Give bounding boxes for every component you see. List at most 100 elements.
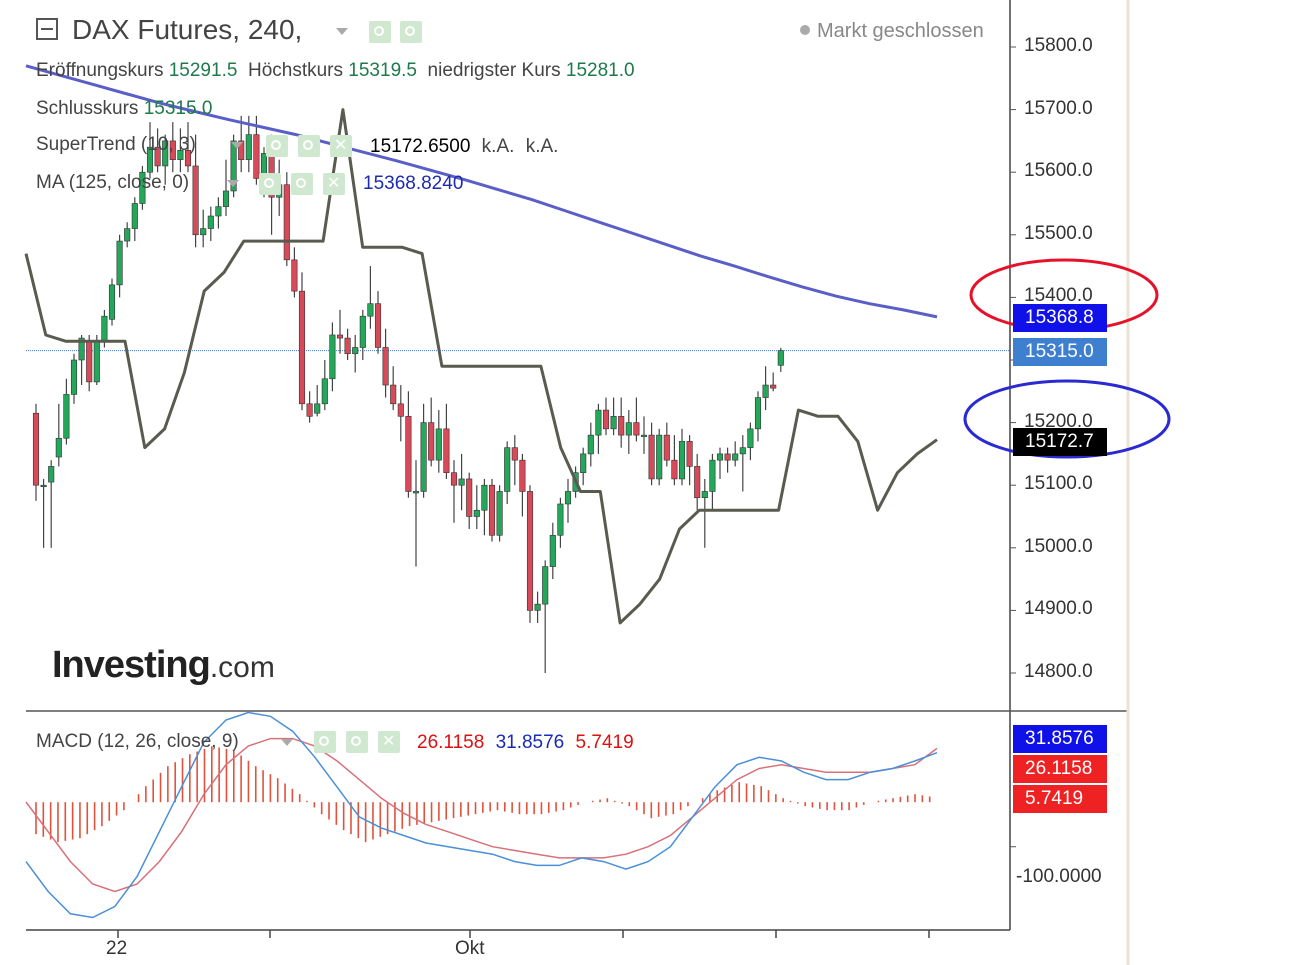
candle-body [580, 453, 587, 473]
collapse-toggle-icon[interactable] [36, 18, 58, 40]
ma-visibility-icon[interactable] [259, 173, 281, 195]
candle-body [656, 434, 663, 480]
supertrend-remove-icon[interactable] [330, 135, 352, 157]
supertrend-label: SuperTrend (10, 3) [36, 134, 196, 155]
candle-body [526, 491, 534, 611]
macd-legend[interactable]: MACD (12, 26, close, 9) [36, 731, 239, 753]
candle-body [504, 447, 511, 492]
candle-body [177, 149, 184, 160]
candle-body [663, 434, 670, 461]
candle-body [671, 459, 678, 480]
candle-body [238, 140, 245, 160]
ma-price-tag: 15368.8 [1013, 304, 1107, 332]
candle-body [78, 337, 85, 361]
candle-body [352, 347, 359, 355]
macd-signal-value: 31.8576 [495, 732, 565, 753]
ma-remove-icon[interactable] [323, 173, 345, 195]
signal-line [25, 737, 938, 893]
candle-body [336, 334, 344, 339]
candle-body [534, 603, 541, 611]
macd-line-tag: 26.1158 [1013, 755, 1107, 783]
candle-body [610, 416, 617, 430]
open-label: Eröffnungskurs [36, 60, 164, 81]
highlight-circle-blue [963, 379, 1171, 459]
market-status: Markt geschlossen [800, 20, 984, 43]
candle-body [367, 303, 374, 317]
candle-body [488, 484, 496, 536]
candle-body [314, 403, 321, 414]
candle-body [169, 140, 176, 160]
candle-body [283, 184, 290, 261]
high-value: 15319.5 [348, 60, 417, 81]
candle-body [306, 403, 313, 417]
candle-body [192, 165, 199, 236]
macd-line [25, 711, 938, 919]
price-axis-label: 15100.0 [1024, 473, 1093, 495]
low-value: 15281.0 [565, 60, 635, 81]
candle-body [321, 378, 328, 405]
macd-dropdown-icon[interactable] [281, 739, 293, 746]
price-axis-label: 15000.0 [1024, 535, 1093, 557]
ma-dropdown-icon[interactable] [227, 180, 239, 187]
candle-body [625, 422, 632, 436]
candle-body [397, 403, 404, 417]
macd-settings-icon[interactable] [346, 731, 368, 753]
title-dropdown-icon[interactable] [336, 28, 348, 35]
ma-label: MA (125, close, 0) [36, 172, 190, 193]
candle-body [435, 428, 442, 461]
macd-values: 26.1158 31.8576 5.7419 [417, 732, 634, 754]
supertrend-extra-1: k.A. [481, 136, 515, 157]
candle-body [40, 484, 47, 488]
macd-visibility-icon[interactable] [314, 731, 336, 753]
ma-value: 15368.8240 [363, 173, 464, 194]
supertrend-value: 15172.6500 [370, 136, 471, 157]
title-visibility-icon[interactable] [369, 21, 391, 43]
macd-remove-icon[interactable] [378, 731, 400, 753]
candle-body [93, 340, 100, 383]
candle-body [32, 412, 40, 486]
candle-body [253, 134, 260, 179]
supertrend-legend[interactable]: SuperTrend (10, 3) [36, 134, 196, 156]
candle-body [762, 384, 769, 398]
supertrend-line [24, 108, 938, 625]
ma-legend[interactable]: MA (125, close, 0) [36, 172, 189, 194]
candle-body [443, 428, 450, 473]
price-axis-label: 15800.0 [1024, 35, 1093, 56]
close-label: Schlusskurs [36, 98, 139, 119]
candle-body [549, 534, 556, 567]
market-status-label: Markt geschlossen [817, 20, 984, 42]
macd-label: MACD (12, 26, close, 9) [36, 731, 239, 752]
macd-pane [25, 711, 1016, 919]
price-axis-label: 14900.0 [1024, 598, 1093, 620]
candle-body [770, 384, 777, 389]
candle-body [747, 428, 754, 448]
ohlc-legend: Eröffnungskurs 15291.5 Höchstkurs 15319.… [36, 60, 635, 82]
open-value: 15291.5 [168, 60, 238, 81]
candle-body [222, 190, 230, 207]
candle-body [420, 422, 427, 492]
price-axis-label: 15400.0 [1024, 285, 1093, 307]
x-tick-label-22: 22 [106, 938, 128, 959]
title-settings-icon[interactable] [400, 21, 422, 43]
price-axis-label: 15600.0 [1024, 160, 1093, 182]
supertrend-settings-icon[interactable] [298, 135, 320, 157]
price-axis-label: 14800.0 [1024, 661, 1093, 682]
macd-axis-label: -100.0000 [1016, 866, 1102, 887]
candle-body [215, 206, 222, 217]
candle-body [390, 384, 397, 405]
logo-suffix: .com [209, 651, 275, 684]
candle-body [450, 472, 458, 486]
candle-body [686, 441, 693, 467]
candle-body [139, 171, 146, 204]
supertrend-dropdown-icon[interactable] [231, 142, 243, 149]
price-pane [24, 46, 1016, 674]
candle-body [230, 140, 237, 192]
candle-body [519, 459, 526, 492]
ma-settings-icon[interactable] [291, 173, 313, 195]
candle-body [640, 434, 648, 437]
supertrend-visibility-icon[interactable] [266, 135, 288, 157]
candle-body [154, 146, 161, 167]
candle-body [709, 459, 716, 492]
